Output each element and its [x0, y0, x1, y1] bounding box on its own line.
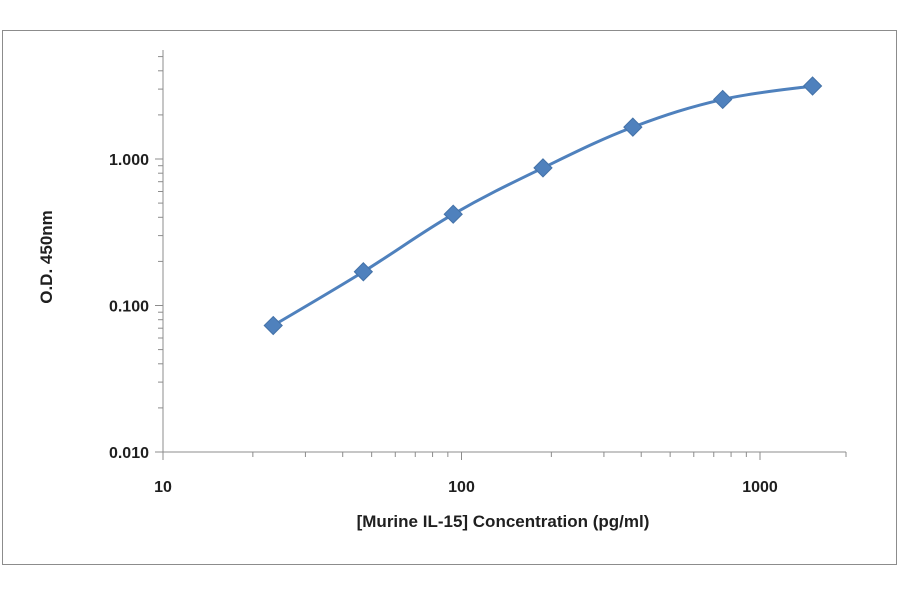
labels-layer: [Murine IL-15] Concentration (pg/ml) O.D… [37, 152, 778, 531]
x-tick-label: 100 [448, 479, 475, 496]
y-tick-label: 0.010 [109, 445, 149, 462]
data-point-diamond [443, 204, 463, 224]
x-tick-label: 1000 [742, 479, 778, 496]
axes-layer [155, 50, 847, 460]
data-point-diamond [353, 262, 374, 282]
data-point-diamond [802, 76, 823, 96]
y-tick-label: 1.000 [109, 152, 149, 169]
data-point-diamond [263, 315, 283, 336]
y-axis-title: O.D. 450nm [37, 210, 56, 304]
y-tick-label: 0.100 [109, 299, 149, 316]
data-point-diamond [533, 158, 553, 178]
x-axis-title: [Murine IL-15] Concentration (pg/ml) [357, 512, 650, 531]
data-point-diamond [712, 89, 733, 110]
chart-border [2, 30, 897, 565]
data-point-diamond [623, 117, 643, 137]
series-layer [263, 76, 823, 336]
x-tick-label: 10 [154, 479, 172, 496]
